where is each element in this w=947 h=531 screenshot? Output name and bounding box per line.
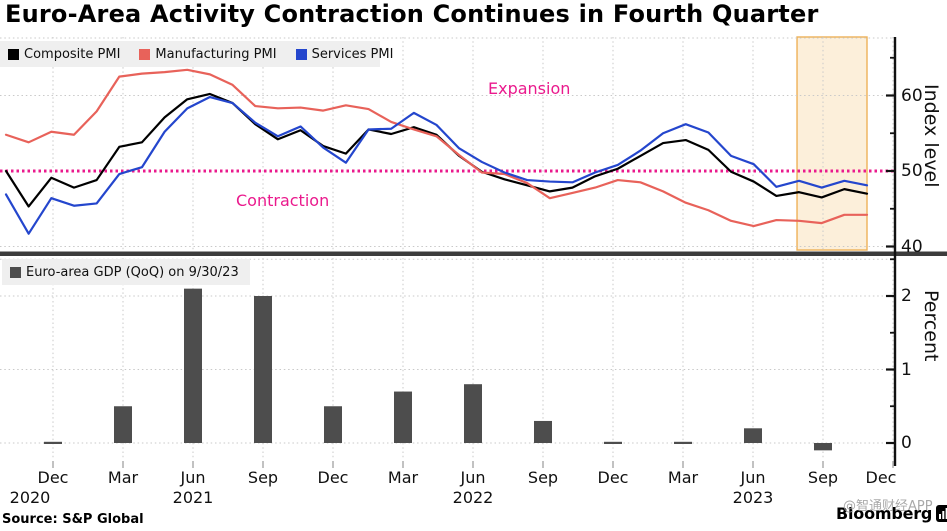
x-tick-label: Sep	[515, 468, 571, 487]
x-tick-label: Dec	[585, 468, 641, 487]
x-tick-label: Jun	[725, 468, 781, 487]
legend-item-services: Services PMI	[296, 47, 394, 62]
legend-label-services: Services PMI	[312, 47, 394, 62]
x-year-label: 2023	[725, 488, 781, 507]
y-tick-label-percent: 1	[901, 360, 912, 380]
services-swatch-icon	[296, 49, 307, 60]
legend-item-gdp: Euro-area GDP (QoQ) on 9/30/23	[10, 265, 239, 280]
x-tick-label: Dec	[305, 468, 361, 487]
page-title: Euro-Area Activity Contraction Continues…	[5, 0, 819, 28]
y-tick-label-percent: 2	[901, 286, 912, 306]
source-note: Source: S&P Global	[2, 512, 144, 527]
legend-label-manufacturing: Manufacturing PMI	[155, 47, 276, 62]
x-tick-label: Dec	[853, 468, 909, 487]
legend-item-manufacturing: Manufacturing PMI	[139, 47, 276, 62]
x-tick-label: Jun	[165, 468, 221, 487]
bloomberg-chart: Euro-Area Activity Contraction Continues…	[0, 0, 947, 531]
pmi-legend: Composite PMI Manufacturing PMI Services…	[0, 41, 380, 67]
legend-label-composite: Composite PMI	[24, 47, 120, 62]
y-axis-title-index-level: Index level	[920, 84, 942, 188]
y-tick-label-index: 50	[901, 161, 923, 181]
x-tick-label: Mar	[95, 468, 151, 487]
bloomberg-logo-icon	[936, 505, 947, 522]
y-tick-label-index: 60	[901, 86, 923, 106]
x-tick-label: Sep	[795, 468, 851, 487]
watermark: @智通财经APP	[843, 495, 933, 514]
annotation-expansion: Expansion	[488, 79, 570, 98]
gdp-swatch-icon	[10, 267, 21, 278]
legend-label-gdp: Euro-area GDP (QoQ) on 9/30/23	[26, 265, 239, 280]
manufacturing-swatch-icon	[139, 49, 150, 60]
y-tick-label-index: 40	[901, 237, 923, 257]
x-tick-label: Mar	[375, 468, 431, 487]
x-tick-label: Dec	[25, 468, 81, 487]
y-tick-label-percent: 0	[901, 433, 912, 453]
gdp-legend: Euro-area GDP (QoQ) on 9/30/23	[2, 259, 250, 285]
annotation-contraction: Contraction	[236, 191, 329, 210]
x-year-label: 2021	[165, 488, 221, 507]
y-axis-title-percent: Percent	[920, 290, 942, 362]
x-year-label: 2022	[445, 488, 501, 507]
x-tick-label: Sep	[235, 468, 291, 487]
x-tick-label: Jun	[445, 468, 501, 487]
x-year-label: 2020	[2, 488, 58, 507]
composite-swatch-icon	[8, 49, 19, 60]
x-tick-label: Mar	[655, 468, 711, 487]
legend-item-composite: Composite PMI	[8, 47, 120, 62]
